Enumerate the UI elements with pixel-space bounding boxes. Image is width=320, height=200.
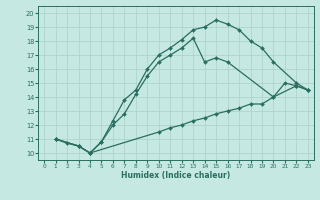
X-axis label: Humidex (Indice chaleur): Humidex (Indice chaleur) <box>121 171 231 180</box>
